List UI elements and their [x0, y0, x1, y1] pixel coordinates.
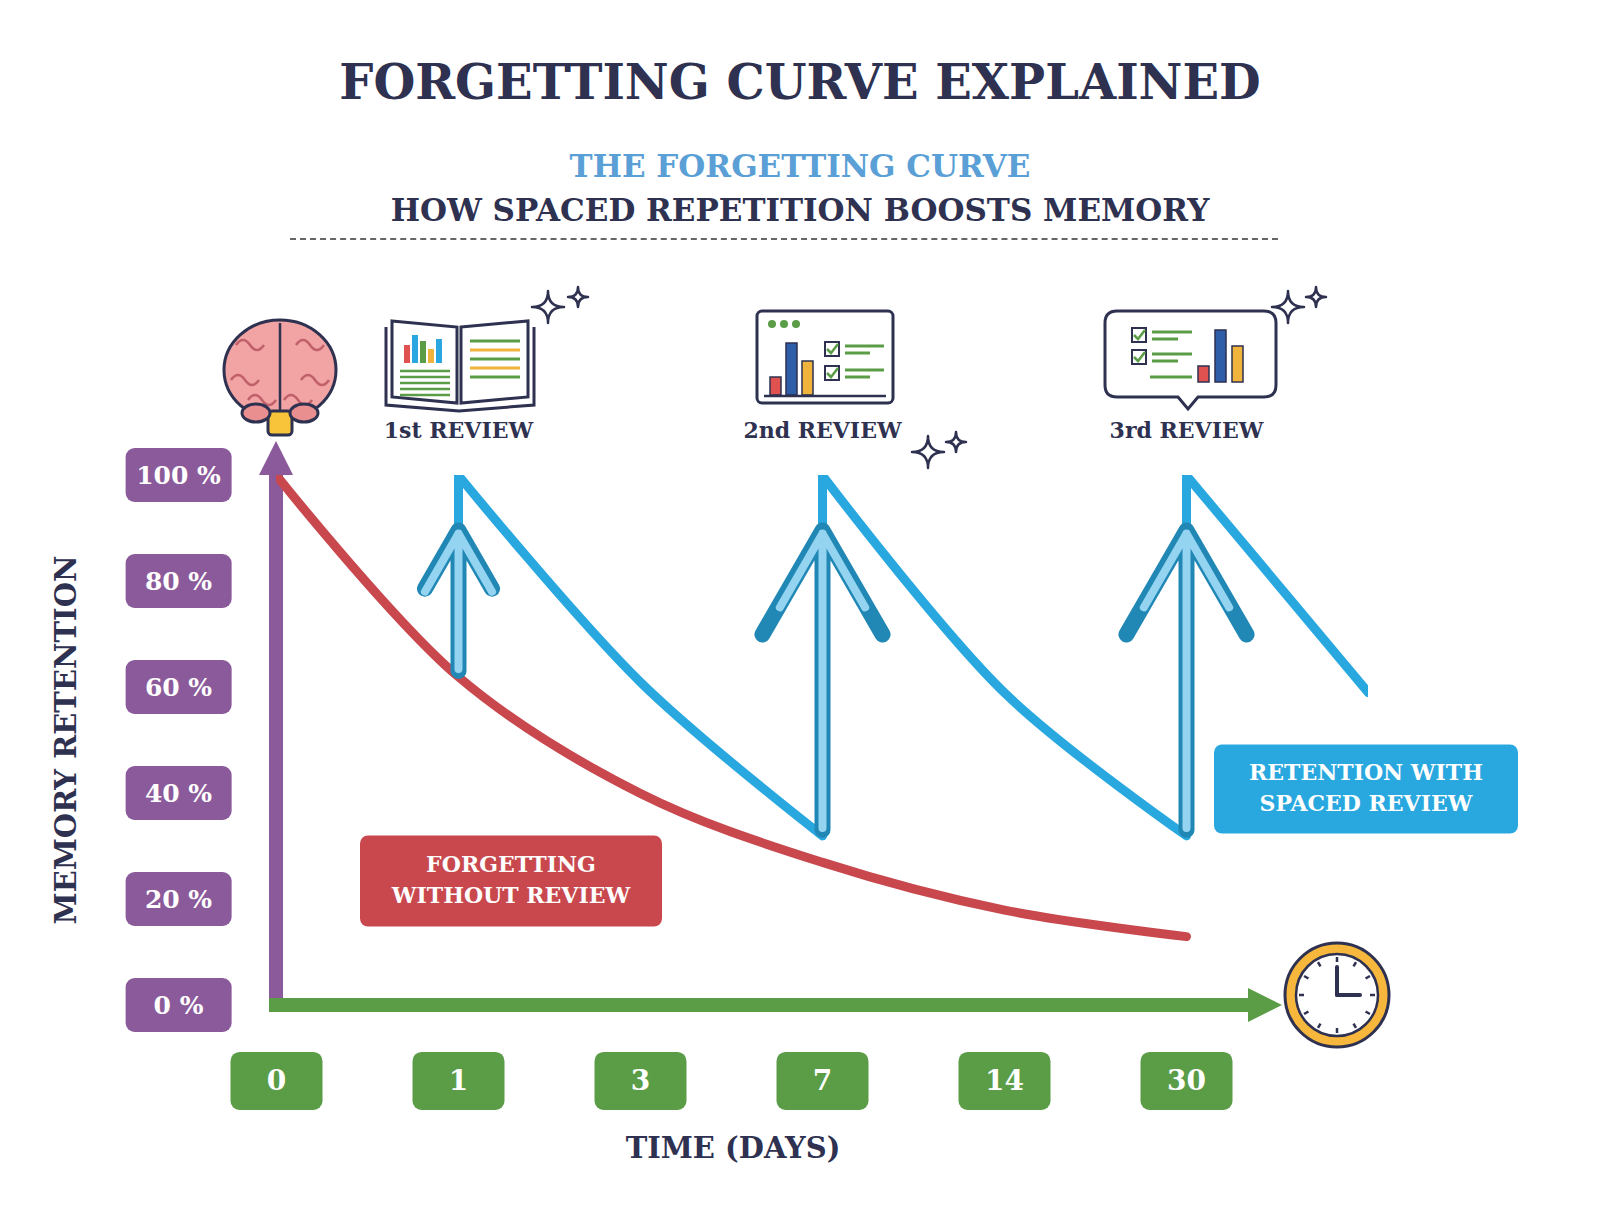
html-text:FORGETTING CURVE EXPLAINED: FORGETTING CURVE EXPLAINED	[339, 54, 1261, 110]
svg-text:2nd REVIEW: 2nd REVIEW	[743, 417, 902, 443]
svg-text:100 %: 100 %	[136, 461, 221, 490]
html-text:THE FORGETTING CURVE: THE FORGETTING CURVE	[569, 148, 1031, 184]
svg-text:30: 30	[1167, 1064, 1206, 1097]
svg-text:1: 1	[449, 1064, 468, 1097]
svg-text:3: 3	[631, 1064, 650, 1097]
svg-text:FORGETTING: FORGETTING	[426, 851, 596, 877]
svg-text:3rd REVIEW: 3rd REVIEW	[1110, 417, 1264, 443]
svg-text:RETENTION WITH: RETENTION WITH	[1249, 759, 1483, 785]
svg-text:20 %: 20 %	[145, 885, 212, 914]
svg-text:1st REVIEW: 1st REVIEW	[384, 417, 534, 443]
svg-text:40 %: 40 %	[145, 779, 212, 808]
svg-text:SPACED REVIEW: SPACED REVIEW	[1260, 790, 1473, 816]
svg-text:60 %: 60 %	[145, 673, 212, 702]
svg-text:0: 0	[267, 1064, 286, 1097]
svg-text:WITHOUT REVIEW: WITHOUT REVIEW	[391, 882, 631, 908]
svg-text:7: 7	[813, 1064, 832, 1097]
svg-text:0 %: 0 %	[154, 991, 204, 1020]
html-text:HOW SPACED REPETITION BOOSTS M: HOW SPACED REPETITION BOOSTS MEMORY	[390, 192, 1210, 228]
svg-text:80 %: 80 %	[145, 567, 212, 596]
svg-text:MEMORY RETENTION: MEMORY RETENTION	[49, 556, 83, 925]
svg-text:14: 14	[985, 1064, 1024, 1097]
svg-text:TIME (DAYS): TIME (DAYS)	[626, 1131, 841, 1165]
